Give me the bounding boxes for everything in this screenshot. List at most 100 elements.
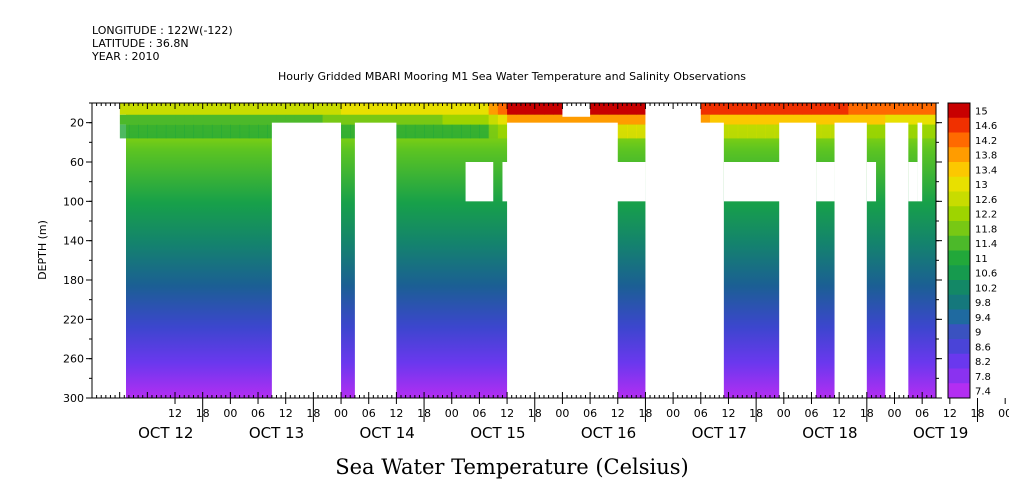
surface-cell: [221, 114, 231, 125]
surface-cell: [156, 114, 167, 125]
colorbar-cell: [948, 265, 970, 281]
surface-cell: [221, 103, 231, 115]
surface-cell: [534, 114, 545, 125]
surface-cell: [617, 103, 628, 115]
x-tick-label: 06: [583, 407, 597, 420]
surface-cell: [202, 114, 213, 125]
surface-cell: [165, 114, 176, 125]
surface-cell: [839, 114, 849, 125]
x-tick-label: 06: [362, 407, 376, 420]
surface-cell: [783, 103, 794, 115]
surface-cell: [894, 114, 905, 125]
surface-cell: [248, 103, 259, 115]
surface-cell: [728, 103, 739, 115]
x-tick-label: 12: [832, 407, 846, 420]
surface-cell: [488, 114, 499, 125]
y-tick-label: 100: [63, 195, 84, 208]
missing-data-gap: [908, 162, 918, 202]
surface-cell: [304, 114, 314, 125]
surface-cell: [507, 114, 517, 125]
missing-data-gap: [465, 162, 494, 202]
surface-cell: [285, 114, 296, 125]
subsurface-cell: [258, 124, 268, 139]
surface-cell: [368, 114, 379, 125]
surface-cell: [912, 114, 923, 125]
surface-cell: [470, 114, 481, 125]
subsurface-cell: [128, 124, 139, 139]
surface-cell: [184, 103, 195, 115]
x-tick-label: 00: [666, 407, 680, 420]
surface-cell: [820, 114, 831, 125]
surface-cell: [424, 114, 434, 125]
surface-cell: [737, 114, 748, 125]
surface-cell: [258, 103, 268, 115]
surface-cell: [128, 114, 139, 125]
surface-cell: [387, 114, 397, 125]
year-label: YEAR : 2010: [91, 50, 160, 63]
subsurface-cell: [138, 124, 148, 139]
colorbar-label: 11.8: [975, 224, 997, 235]
missing-data-gap: [271, 122, 342, 398]
subsurface-cell: [876, 124, 886, 139]
subsurface-cell: [211, 124, 222, 139]
surface-cell: [811, 114, 822, 125]
surface-cell: [562, 114, 573, 125]
surface-cell: [175, 103, 185, 115]
surface-cell: [903, 114, 914, 125]
plot-area: [92, 103, 936, 398]
surface-cell: [885, 114, 896, 125]
surface-cell: [230, 114, 241, 125]
colorbar-label: 12.2: [975, 210, 997, 221]
surface-cell: [571, 114, 582, 125]
surface-cell: [258, 114, 268, 125]
surface-cell: [866, 114, 877, 125]
surface-cell: [903, 103, 914, 115]
missing-data-gap: [562, 103, 591, 117]
colorbar-cell: [948, 117, 970, 133]
colorbar-label: 10.2: [975, 283, 997, 294]
x-tick-label: 12: [721, 407, 735, 420]
x-tick-label: 12: [500, 407, 514, 420]
surface-cell: [470, 103, 481, 115]
colorbar-cell: [948, 147, 970, 163]
subsurface-cell: [424, 124, 434, 139]
surface-cell: [599, 114, 610, 125]
surface-cell: [368, 103, 379, 115]
surface-cell: [746, 114, 757, 125]
surface-cell: [802, 103, 813, 115]
longitude-label: LONGITUDE : 122W(-122): [92, 24, 233, 37]
day-label: OCT 14: [360, 424, 415, 442]
x-tick-label: 12: [611, 407, 625, 420]
subsurface-cell: [820, 124, 831, 139]
chart-title: Hourly Gridded MBARI Mooring M1 Sea Wate…: [278, 70, 746, 83]
surface-cell: [156, 103, 167, 115]
subsurface-cell: [147, 124, 158, 139]
day-label: OCT 19: [913, 424, 968, 442]
surface-cell: [350, 103, 361, 115]
subsurface-cell: [221, 124, 231, 139]
colorbar-label: 11: [975, 254, 988, 265]
surface-cell: [294, 103, 305, 115]
y-tick-label: 140: [63, 235, 84, 248]
subsurface-cell: [156, 124, 167, 139]
x-tick-label: 00: [445, 407, 459, 420]
surface-cell: [700, 114, 711, 125]
surface-cell: [460, 114, 471, 125]
surface-cell: [497, 114, 508, 125]
surface-cell: [737, 103, 748, 115]
colorbar-cell: [948, 250, 970, 266]
missing-data-gap: [917, 122, 923, 202]
surface-cell: [304, 103, 314, 115]
surface-cell: [479, 103, 490, 115]
colorbar-label: 10.6: [975, 269, 997, 280]
colorbar-label: 7.4: [975, 387, 991, 398]
subsurface-cell: [728, 124, 739, 139]
colorbar-cell: [948, 353, 970, 369]
surface-cell: [451, 114, 462, 125]
surface-cell: [922, 114, 932, 125]
subsurface-cell: [451, 124, 462, 139]
surface-cell: [313, 103, 324, 115]
colorbar-cell: [948, 368, 970, 384]
colorbar-cell: [948, 191, 970, 207]
surface-cell: [497, 103, 508, 115]
